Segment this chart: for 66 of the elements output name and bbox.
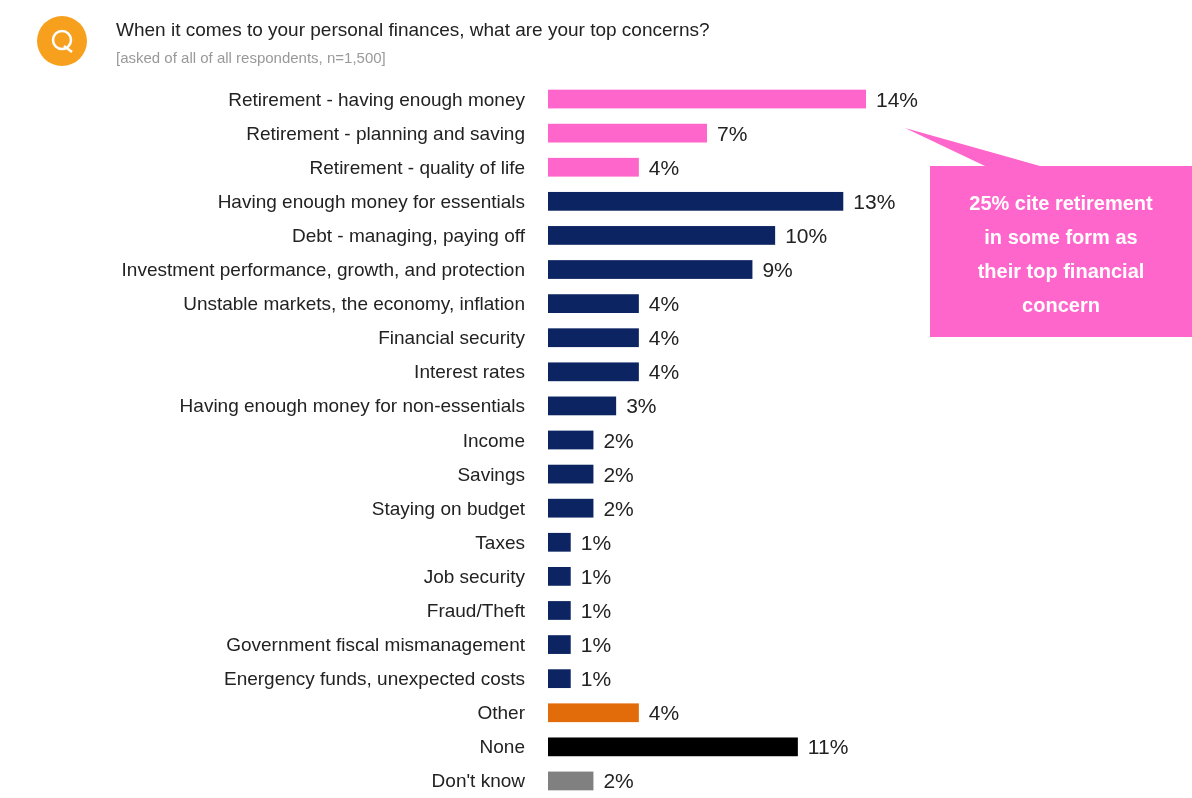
y-tick-label: Financial security bbox=[378, 327, 526, 349]
data-label: 13% bbox=[853, 189, 896, 213]
data-label: 2% bbox=[603, 496, 634, 520]
data-label: 2% bbox=[603, 769, 634, 793]
bar bbox=[548, 362, 639, 382]
data-label: 1% bbox=[580, 633, 612, 657]
y-tick-label: Don't know bbox=[431, 770, 526, 792]
y-tick-label: Debt - managing, paying off bbox=[291, 224, 526, 246]
y-tick-label: Having enough money for essentials bbox=[217, 190, 525, 212]
data-label: 1% bbox=[580, 530, 612, 554]
bar bbox=[548, 226, 776, 245]
data-label: 4% bbox=[648, 360, 680, 384]
data-label: 1% bbox=[580, 564, 612, 588]
y-tick-label: Having enough money for non-essentials bbox=[179, 395, 525, 417]
bar bbox=[548, 89, 866, 109]
y-tick-label: Retirement - quality of life bbox=[309, 156, 525, 178]
data-label: 4% bbox=[648, 292, 680, 316]
data-label: 4% bbox=[648, 701, 680, 725]
y-tick-label: Income bbox=[462, 429, 525, 451]
y-tick-label: Retirement - planning and saving bbox=[246, 122, 525, 144]
data-label: 2% bbox=[603, 428, 634, 452]
data-label: 1% bbox=[580, 598, 612, 622]
bar bbox=[548, 703, 639, 723]
y-tick-label: Staying on budget bbox=[371, 497, 526, 519]
bar bbox=[548, 532, 571, 552]
bar bbox=[548, 260, 753, 279]
bar bbox=[548, 464, 594, 484]
bar bbox=[548, 191, 844, 211]
data-label: 3% bbox=[626, 394, 657, 418]
y-tick-label: Interest rates bbox=[414, 361, 525, 383]
bar bbox=[548, 157, 639, 177]
chart-title: When it comes to your personal finances, what are your top concerns? bbox=[116, 19, 710, 40]
y-tick-label: Government fiscal mismanagement bbox=[226, 634, 526, 656]
y-tick-label: Retirement - having enough money bbox=[228, 88, 526, 110]
data-label: 4% bbox=[648, 326, 680, 350]
bar bbox=[548, 123, 707, 143]
bar bbox=[548, 294, 639, 313]
data-label: 7% bbox=[717, 121, 748, 145]
y-tick-label: None bbox=[479, 736, 525, 758]
y-tick-label: Investment performance, growth, and protection bbox=[121, 259, 525, 281]
bar bbox=[548, 771, 594, 791]
y-tick-label: Job security bbox=[423, 565, 526, 587]
y-tick-label: Energency funds, unexpected costs bbox=[223, 668, 525, 690]
bar bbox=[548, 396, 617, 416]
y-tick-label: Other bbox=[477, 702, 526, 724]
y-tick-label: Savings bbox=[457, 463, 525, 485]
data-label: 1% bbox=[580, 667, 612, 691]
data-label: 10% bbox=[785, 223, 828, 247]
y-tick-label: Unstable markets, the economy, inflation bbox=[183, 293, 525, 315]
text: [asked of all of all respondents, n=1,500] bbox=[116, 49, 386, 66]
bar bbox=[548, 601, 571, 620]
y-tick-label: Taxes bbox=[475, 531, 525, 553]
bar bbox=[548, 669, 571, 689]
bar bbox=[548, 498, 594, 518]
data-label: 4% bbox=[648, 155, 680, 179]
bar bbox=[548, 567, 571, 586]
bar bbox=[548, 737, 798, 757]
bar bbox=[548, 430, 594, 450]
text: 25% cite retirement in some form as their top financial concern bbox=[969, 192, 1154, 316]
data-label: 9% bbox=[762, 258, 793, 282]
data-label: 2% bbox=[603, 462, 634, 486]
y-tick-label: Fraud/Theft bbox=[426, 599, 526, 621]
bar bbox=[548, 635, 571, 654]
data-label: 14% bbox=[876, 87, 919, 111]
data-label: 11% bbox=[807, 735, 849, 759]
bar bbox=[548, 328, 639, 348]
